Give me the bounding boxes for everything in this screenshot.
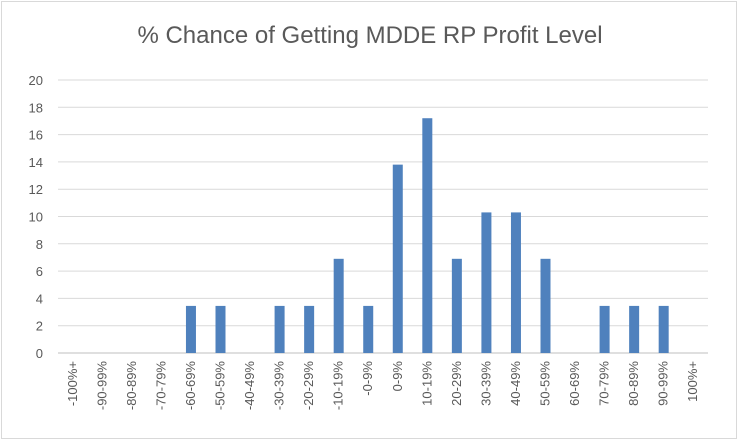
y-tick-label: 4 bbox=[36, 291, 43, 306]
y-tick-label: 20 bbox=[29, 73, 43, 88]
x-tick-label: -100%+ bbox=[65, 361, 80, 406]
y-tick-label: 16 bbox=[29, 128, 43, 143]
x-tick-label: 0-9% bbox=[390, 361, 405, 392]
bar bbox=[215, 305, 226, 353]
bar bbox=[422, 118, 433, 353]
x-tick-label: 70-79% bbox=[597, 361, 612, 406]
y-tick-label: 8 bbox=[36, 237, 43, 252]
x-tick-label: -60-69% bbox=[183, 361, 198, 411]
x-tick-label: 40-49% bbox=[508, 361, 523, 406]
x-axis-labels: -100%+ -90-99% -80-89% -70-79% -60-69% -50-59… bbox=[65, 361, 700, 411]
chart-title: % Chance of Getting MDDE RP Profit Level bbox=[137, 22, 603, 49]
bar bbox=[599, 305, 610, 353]
y-tick-label: 6 bbox=[36, 264, 43, 279]
x-tick-label: 60-69% bbox=[567, 361, 582, 406]
bar bbox=[629, 305, 640, 353]
x-tick-label: 50-59% bbox=[538, 361, 553, 406]
x-tick-label: -80-89% bbox=[124, 361, 139, 411]
bar bbox=[304, 305, 315, 353]
y-tick-label: 12 bbox=[29, 182, 43, 197]
y-tick-label: 14 bbox=[29, 155, 43, 170]
bar bbox=[658, 305, 669, 353]
x-tick-label: 100%+ bbox=[685, 361, 700, 402]
bar bbox=[274, 305, 285, 353]
bar bbox=[392, 164, 403, 353]
y-tick-label: 10 bbox=[29, 210, 43, 225]
x-tick-label: -40-49% bbox=[242, 361, 257, 411]
x-tick-label: 10-19% bbox=[419, 361, 434, 406]
x-tick-label: -0-9% bbox=[360, 361, 375, 396]
x-tick-label: 80-89% bbox=[626, 361, 641, 406]
y-tick-label: 2 bbox=[36, 319, 43, 334]
x-tick-label: 30-39% bbox=[478, 361, 493, 406]
bar bbox=[481, 212, 492, 353]
x-tick-label: -90-99% bbox=[94, 361, 109, 411]
x-tick-label: -30-39% bbox=[272, 361, 287, 411]
x-tick-label: 20-29% bbox=[449, 361, 464, 406]
bars bbox=[185, 118, 669, 353]
bar bbox=[185, 305, 196, 353]
x-tick-label: 90-99% bbox=[656, 361, 671, 406]
bar bbox=[363, 305, 374, 353]
y-tick-label: 18 bbox=[29, 100, 43, 115]
x-tick-label: -20-29% bbox=[301, 361, 316, 411]
bar bbox=[451, 258, 462, 353]
gridlines bbox=[58, 79, 708, 354]
y-tick-label: 0 bbox=[36, 346, 43, 361]
bar bbox=[540, 258, 551, 353]
y-axis-labels: 0 2 4 6 8 10 12 14 16 18 20 bbox=[29, 73, 43, 361]
x-tick-label: -50-59% bbox=[213, 361, 228, 411]
x-tick-label: -70-79% bbox=[153, 361, 168, 411]
x-tick-label: -10-19% bbox=[331, 361, 346, 411]
bar bbox=[510, 212, 521, 353]
bar bbox=[333, 258, 344, 353]
